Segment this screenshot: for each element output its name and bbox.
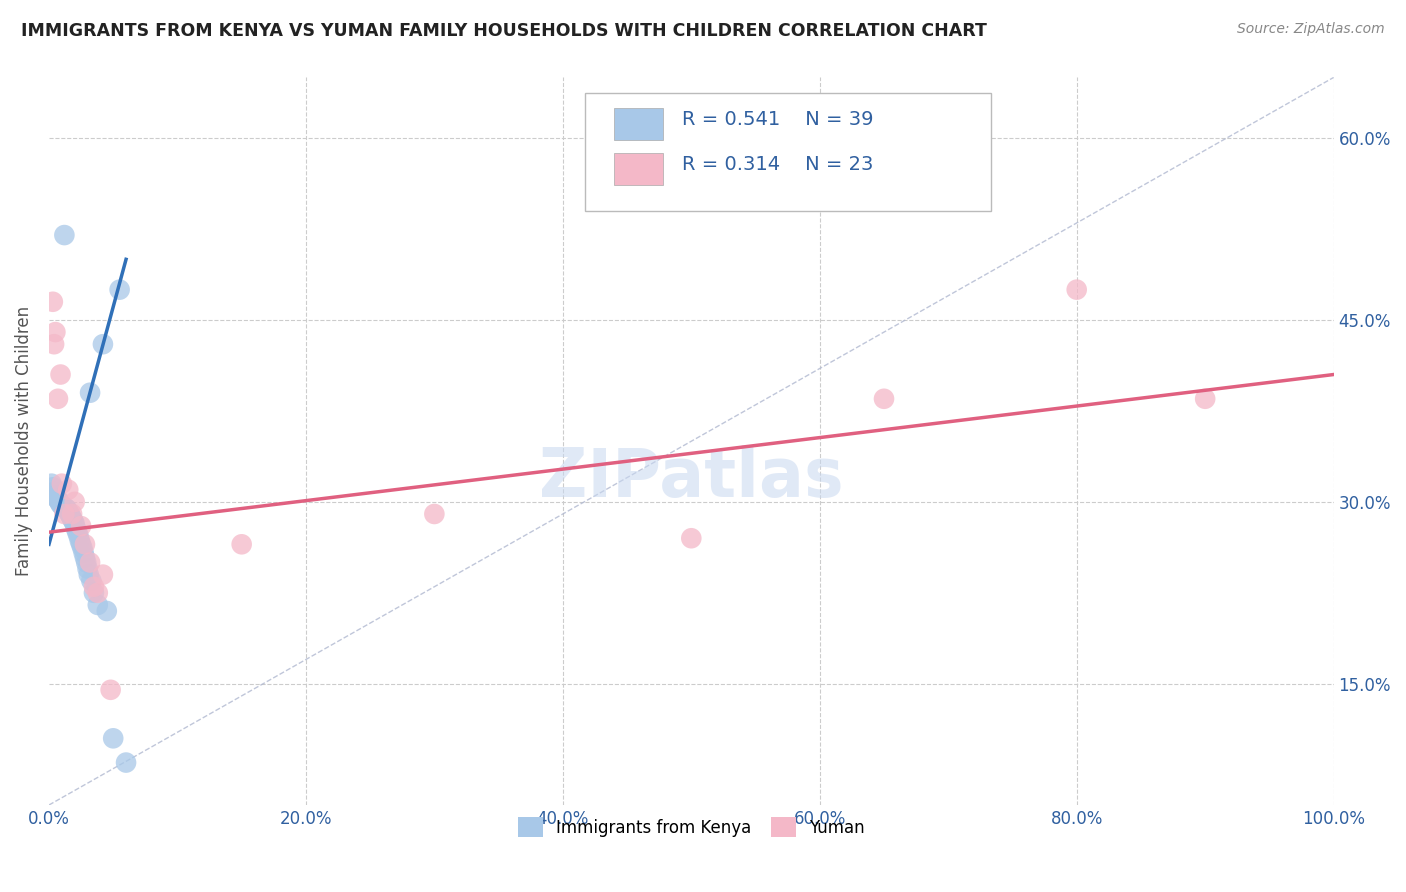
Point <box>58 507 80 521</box>
Point <box>65 522 87 536</box>
Point <box>83 586 105 600</box>
Point <box>69 533 91 548</box>
Point <box>681 531 703 545</box>
Point <box>48 495 70 509</box>
Point <box>87 586 110 600</box>
Point <box>51 476 73 491</box>
Point <box>63 495 86 509</box>
Point <box>70 519 93 533</box>
Point <box>56 502 79 516</box>
Point <box>63 516 86 531</box>
Point <box>44 489 66 503</box>
Point <box>76 561 98 575</box>
Point <box>91 567 114 582</box>
Point <box>60 507 83 521</box>
Point <box>58 504 80 518</box>
Point <box>79 385 101 400</box>
Text: R = 0.541    N = 39: R = 0.541 N = 39 <box>682 110 873 129</box>
Text: Source: ZipAtlas.com: Source: ZipAtlas.com <box>1237 22 1385 37</box>
Point <box>108 283 131 297</box>
Point <box>49 368 72 382</box>
Point <box>91 337 114 351</box>
Point <box>73 550 96 565</box>
Text: R = 0.314    N = 23: R = 0.314 N = 23 <box>682 155 873 174</box>
Text: ZIPatlas: ZIPatlas <box>538 444 844 510</box>
Point <box>45 491 67 506</box>
Point <box>100 682 122 697</box>
Point <box>75 556 97 570</box>
Point <box>66 525 89 540</box>
Point <box>103 731 125 746</box>
Point <box>873 392 896 406</box>
Point <box>80 574 103 588</box>
Point <box>77 567 100 582</box>
FancyBboxPatch shape <box>585 94 991 211</box>
Point <box>62 514 84 528</box>
Text: IMMIGRANTS FROM KENYA VS YUMAN FAMILY HOUSEHOLDS WITH CHILDREN CORRELATION CHART: IMMIGRANTS FROM KENYA VS YUMAN FAMILY HO… <box>21 22 987 40</box>
Point <box>73 546 96 560</box>
Point <box>41 476 63 491</box>
Point <box>1066 283 1088 297</box>
FancyBboxPatch shape <box>614 108 664 140</box>
Point <box>55 500 77 515</box>
Point <box>423 507 446 521</box>
Y-axis label: Family Households with Children: Family Households with Children <box>15 306 32 576</box>
Point <box>52 500 75 514</box>
Point <box>70 537 93 551</box>
Point <box>42 294 65 309</box>
Legend: Immigrants from Kenya, Yuman: Immigrants from Kenya, Yuman <box>510 810 872 844</box>
Point <box>53 228 76 243</box>
Point <box>96 604 118 618</box>
Point <box>115 756 138 770</box>
Point <box>42 337 65 351</box>
FancyBboxPatch shape <box>614 153 664 186</box>
Point <box>58 483 80 497</box>
Point <box>67 529 90 543</box>
Point <box>73 537 96 551</box>
Point <box>42 485 65 500</box>
Point <box>59 509 82 524</box>
Point <box>87 598 110 612</box>
Point <box>79 556 101 570</box>
Point <box>44 325 66 339</box>
Point <box>51 499 73 513</box>
Point <box>1194 392 1216 406</box>
Point <box>46 392 69 406</box>
Point <box>53 507 76 521</box>
Point <box>49 497 72 511</box>
Point <box>83 580 105 594</box>
Point <box>42 480 65 494</box>
Point <box>231 537 253 551</box>
Point <box>72 541 94 555</box>
Point <box>60 512 83 526</box>
Point <box>46 492 69 507</box>
